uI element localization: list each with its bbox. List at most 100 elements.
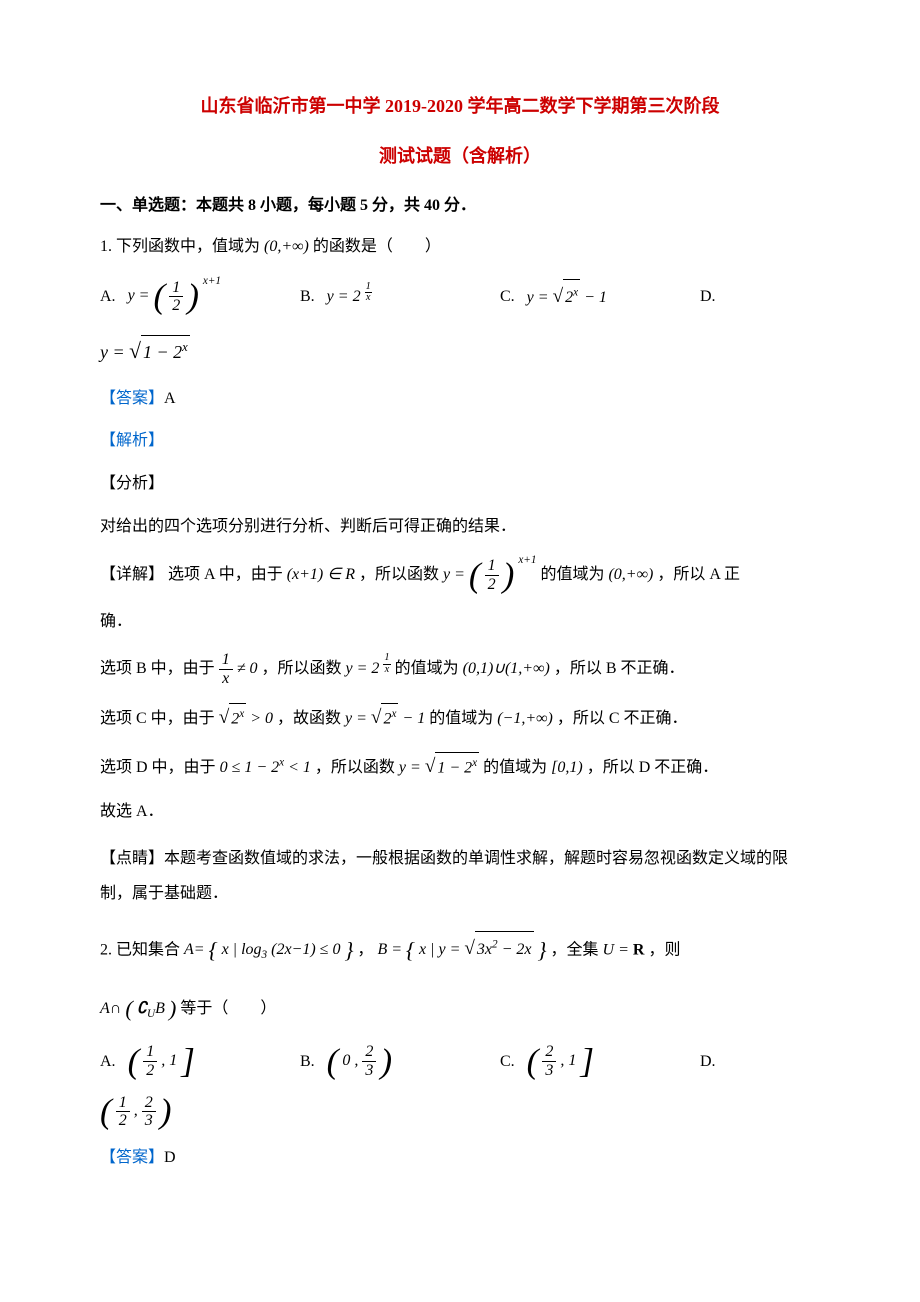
q1-option-d: D.: [700, 279, 728, 314]
q1-detail-c: 选项 C 中，由于 √ 2x > 0 ，故函数 y = √ 2x − 1 的值域…: [100, 701, 820, 736]
detail-a-post1: 的值域为: [540, 566, 604, 583]
q1-opt-c-label: C.: [500, 279, 515, 314]
q1-option-b: B. y = 2 1 x: [300, 279, 490, 314]
q1-d-sqrt-exp: x: [182, 340, 188, 354]
q1-answer: 【答案】A: [100, 385, 820, 414]
analysis-label: 【解析】: [100, 432, 164, 449]
q2-A-arg: (2x−1) ≤ 0: [271, 941, 340, 958]
rparen-icon: ): [380, 1041, 392, 1080]
q2-B-sqrt: √ 3x2 − 2x: [464, 928, 533, 970]
q1-opt-a-label: A.: [100, 279, 116, 314]
sqrt-icon: √: [219, 701, 230, 736]
q1-d-sqrt-arg: 1 − 2x: [141, 335, 190, 368]
q2-option-a: A. ( 1 2 , 1 ]: [100, 1043, 290, 1079]
q1-opt-b-expr: y = 2 1 x: [327, 279, 372, 314]
q1-detail-d: 选项 D 中，由于 0 ≤ 1 − 2x < 1 ，所以函数 y = √ 1 −…: [100, 750, 820, 785]
q2-A-pre: A=: [184, 941, 205, 958]
q2-A-sub: 3: [262, 949, 268, 961]
dc-sqrt-arg: 2x: [229, 703, 246, 734]
dc-sqrt2-arg: 2x: [381, 703, 398, 734]
q2d-n1: 1: [116, 1094, 130, 1113]
dd-sqrt: √ 1 − 2x: [425, 750, 479, 785]
q1-stem-range: (0,+∞): [264, 238, 309, 255]
q2-comp-arg: B: [155, 1000, 165, 1017]
detail-a-line2: 确．: [100, 613, 132, 630]
dd-sqrt-exp: x: [472, 757, 477, 769]
q2c-r: 1: [568, 1052, 576, 1069]
dd-cond: 0 ≤ 1 − 2: [220, 759, 280, 776]
q1-a-num: 1: [169, 279, 183, 298]
rbracket-icon: ]: [580, 1041, 594, 1080]
dd-rhs: < 1: [288, 759, 311, 776]
detail-c-cond-rhs: > 0: [250, 710, 273, 727]
comma-icon: ,: [560, 1052, 564, 1069]
q2d-d2: 3: [142, 1112, 156, 1130]
q1-conclusion-text: 故选 A．: [100, 803, 164, 820]
q2a-r: 1: [169, 1052, 177, 1069]
dc-yeq: y =: [345, 710, 367, 727]
da-num: 1: [485, 557, 499, 576]
q2-stem-mid: ，全集: [551, 941, 599, 958]
q2-opt-c-label: C.: [500, 1044, 515, 1079]
q1-d-sqrt-body: 1 − 2: [143, 342, 182, 362]
detail-b-cond-rhs: ≠ 0: [237, 660, 258, 677]
lbrace-icon: {: [406, 938, 415, 963]
q2-setB: B = { x | y = √ 3x2 − 2x }: [377, 941, 550, 958]
q2d-d1: 2: [116, 1112, 130, 1130]
q2-B-body: x | y =: [419, 941, 460, 958]
q2c-frac: 2 3: [542, 1043, 556, 1079]
q1-c-sqrt-arg: 2x: [563, 279, 580, 315]
q2-opt-a-label: A.: [100, 1044, 116, 1079]
lparen-icon: (: [327, 1041, 339, 1080]
q2a-num: 1: [143, 1043, 157, 1062]
q2-opt-c-expr: ( 2 3 , 1 ]: [527, 1043, 594, 1079]
q2d-n2: 2: [142, 1094, 156, 1113]
detail-c-pre: 选项 C 中，由于: [100, 710, 215, 727]
q2-stem-line2: A∩ ( ∁UB ) 等于（ ）: [100, 989, 820, 1029]
rparen-icon: ): [169, 996, 176, 1021]
q1-d-yeq: y =: [100, 342, 125, 362]
q2-setA: A= { x | log3 (2x−1) ≤ 0 }: [184, 941, 357, 958]
db-expfrac: 1 x: [383, 653, 390, 675]
detail-d-func: y = √ 1 − 2x: [399, 759, 483, 776]
q1-c-sqrt-base: 2: [565, 289, 573, 306]
q1-c-yeq: y =: [527, 289, 549, 306]
db-ed: x: [384, 665, 391, 675]
dd-sqrt-body: 1 − 2: [437, 759, 472, 776]
fenxi-text-content: 对给出的四个选项分别进行分析、判断后可得正确的结果．: [100, 518, 516, 535]
q2-comma1: ，: [357, 941, 373, 958]
lparen-icon: (: [527, 1041, 539, 1080]
dc-tail: − 1: [402, 710, 425, 727]
q1-stem-post: 的函数是（ ）: [313, 238, 441, 255]
q2b-frac: 2 3: [362, 1043, 376, 1079]
detail-c-cond-sqrt: √ 2x: [219, 701, 247, 736]
q1-option-a: A. y = ( 1 2 ) x+1: [100, 278, 290, 314]
q2-B-pre: B =: [377, 941, 402, 958]
detail-b-cond-frac: 1 x: [219, 651, 233, 687]
q2-stem: 2. 已知集合 A= { x | log3 (2x−1) ≤ 0 } ， B =…: [100, 926, 820, 975]
q2-comp-sub: U: [147, 1008, 155, 1020]
detail-a-mid: ，所以函数: [359, 566, 443, 583]
detail-b-post: ，所以 B 不正确．: [554, 660, 685, 677]
lparen-icon: (: [128, 1041, 140, 1080]
q1-d-sqrt: √ 1 − 2x: [129, 332, 190, 371]
q2c-num: 2: [542, 1043, 556, 1062]
detail-a-cond: (x+1) ∈ R: [287, 566, 355, 583]
detail-b-range: (0,1)∪(1,+∞): [463, 660, 550, 677]
q2-A-body: x | log: [222, 941, 262, 958]
answer-label: 【答案】: [100, 1149, 164, 1166]
dc2-exp: x: [391, 708, 396, 720]
q2-answer-value: D: [164, 1149, 176, 1166]
complement-icon: ∁: [137, 1000, 147, 1017]
q2c-den: 3: [542, 1062, 556, 1080]
q2b-den: 3: [362, 1062, 376, 1080]
q2b-num: 2: [362, 1043, 376, 1062]
detail-a-post2: ，所以 A 正: [657, 566, 740, 583]
q2-B-sqrt-base: 3x: [477, 941, 492, 958]
q2-answer: 【答案】D: [100, 1144, 820, 1173]
detail-d-cond: 0 ≤ 1 − 2x < 1: [220, 759, 315, 776]
q1-c-tail: − 1: [584, 289, 607, 306]
q1-answer-value: A: [164, 390, 176, 407]
comma-icon: ,: [134, 1102, 138, 1119]
detail-d-pre: 选项 D 中，由于: [100, 759, 216, 776]
